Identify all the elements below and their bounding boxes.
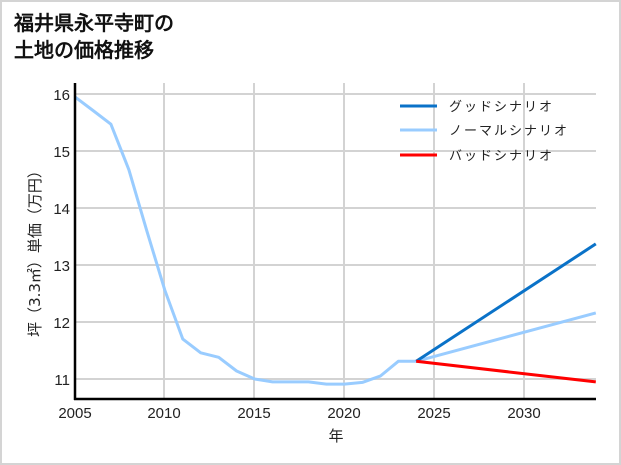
x-tick-2030: 2030: [507, 405, 540, 422]
y-tick-13: 13: [53, 258, 70, 275]
chart-title-line-1: 福井県永平寺町の: [14, 11, 174, 35]
y-tick-15: 15: [53, 144, 70, 161]
legend-label-bad: バッドシナリオ: [449, 149, 554, 164]
chart-title: 福井県永平寺町の 土地の価格推移: [14, 10, 174, 64]
x-tick-2010: 2010: [147, 405, 180, 422]
legend: グッドシナリオ ノーマルシナリオ バッドシナリオ: [400, 100, 569, 164]
x-tick-2025: 2025: [417, 405, 450, 422]
x-tick-2005: 2005: [58, 405, 91, 422]
series-line-good: [415, 242, 597, 363]
gridlines: [75, 83, 596, 399]
y-tick-16: 16: [53, 87, 70, 104]
series-line-bad: [416, 359, 596, 384]
y-axis-title: 坪（3.3㎡）単価（万円）: [26, 163, 44, 337]
y-tick-14: 14: [53, 201, 70, 218]
series-layer: [74, 95, 597, 386]
legend-label-normal: ノーマルシナリオ: [449, 124, 569, 139]
y-tick-12: 12: [53, 315, 70, 332]
series-line-normal: [74, 95, 597, 386]
x-tick-2020: 2020: [327, 405, 360, 422]
chart-title-line-2: 土地の価格推移: [14, 38, 154, 62]
x-tick-labels: 2005 2010 2015 2020 2025 2030: [58, 405, 540, 422]
x-axis-title: 年: [328, 427, 343, 445]
x-tick-2015: 2015: [237, 405, 270, 422]
y-tick-11: 11: [54, 372, 70, 389]
y-tick-labels: 16 15 14 13 12 11: [53, 87, 70, 389]
legend-label-good: グッドシナリオ: [449, 100, 554, 115]
